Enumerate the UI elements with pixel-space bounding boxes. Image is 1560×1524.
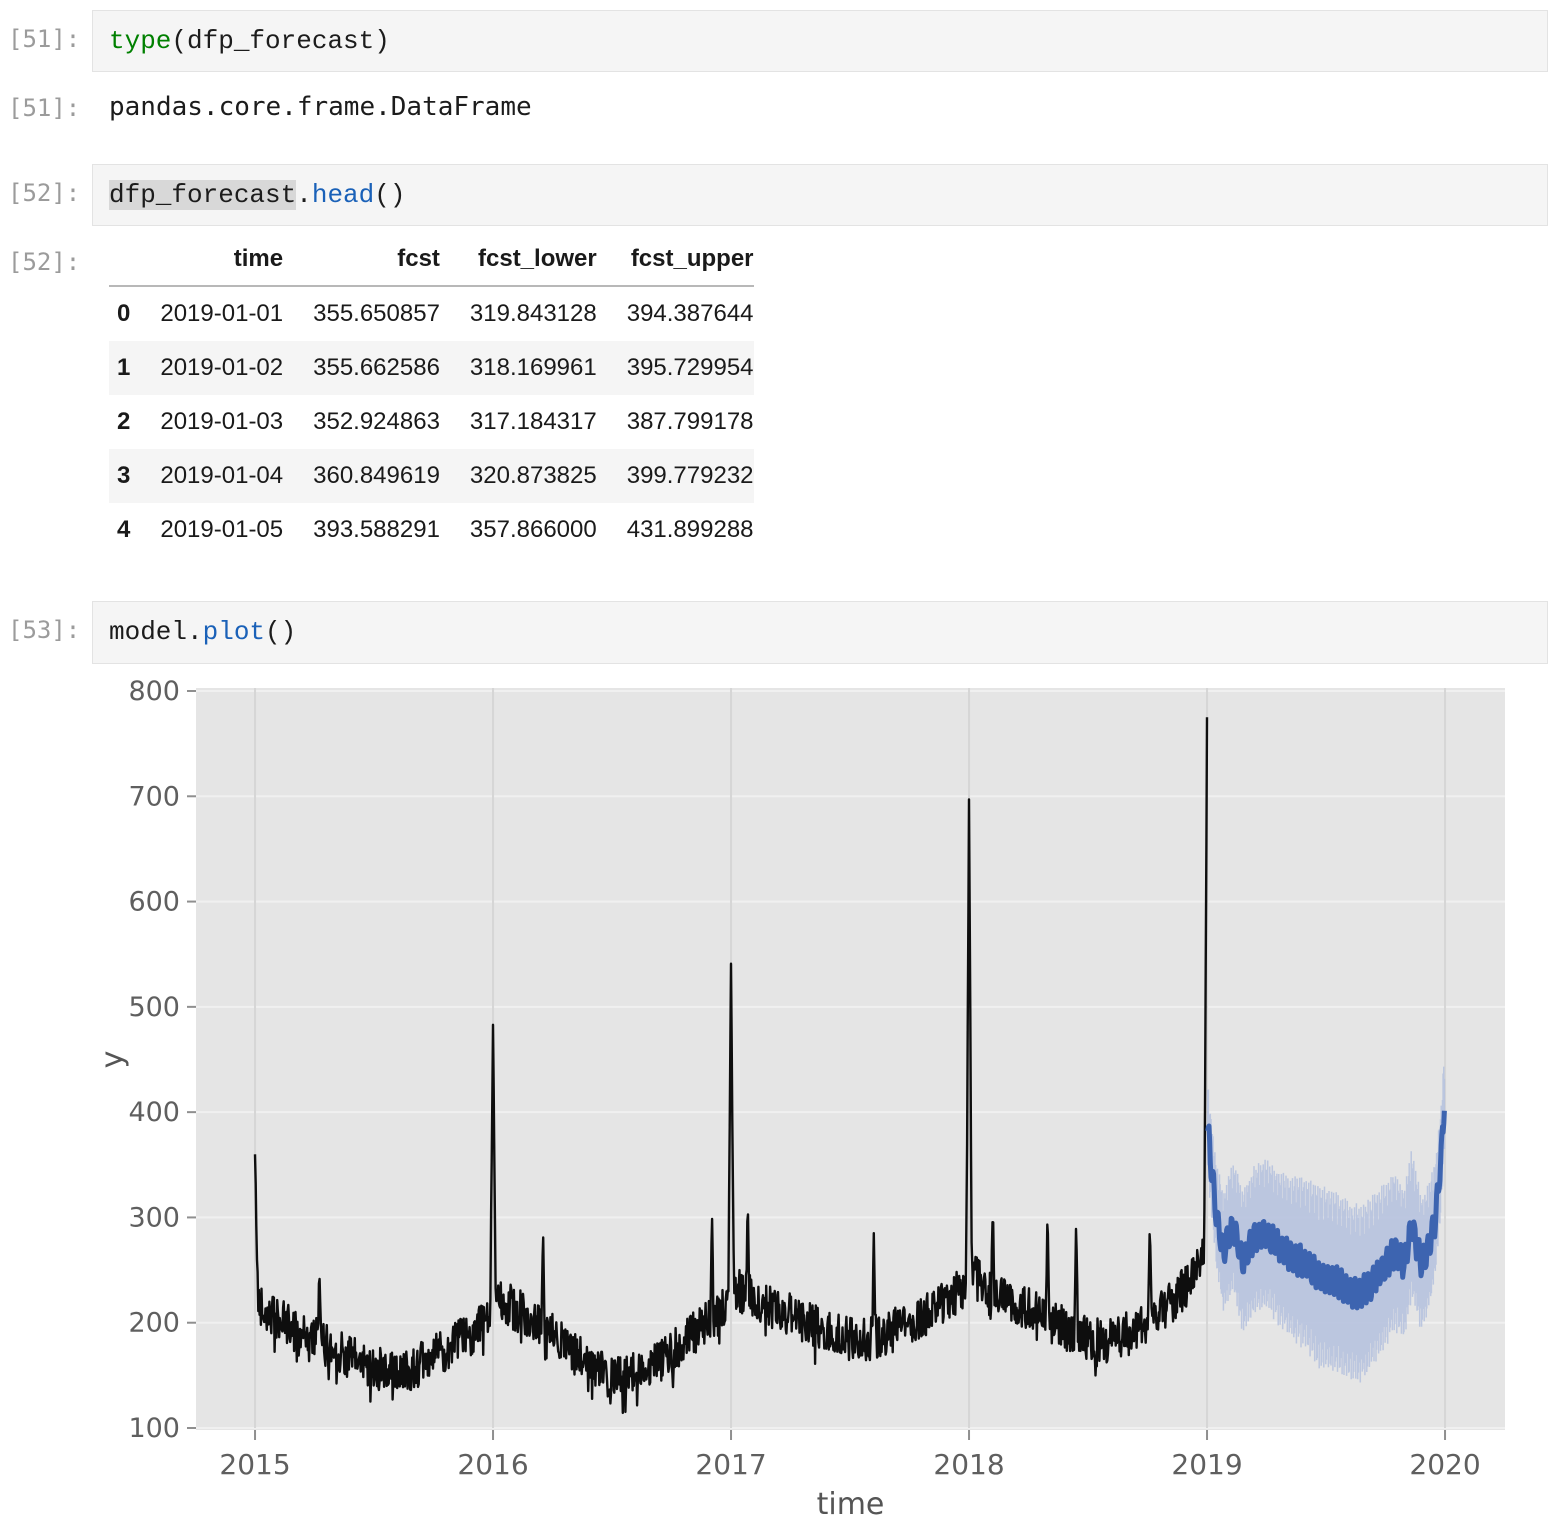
output-51: [51]: pandas.core.frame.DataFrame xyxy=(8,92,1554,122)
table-cell: 318.169961 xyxy=(469,354,597,382)
code-token: (dfp_forecast) xyxy=(171,26,390,56)
x-tick-label: 2020 xyxy=(1409,1448,1480,1481)
table-cell: 387.799178 xyxy=(626,408,754,436)
table-row: 1 2019-01-02 355.662586 318.169961 395.72995… xyxy=(109,341,754,396)
table-cell: 394.387644 xyxy=(626,300,754,328)
column-header: fcst_upper xyxy=(596,236,754,288)
column-header: fcst xyxy=(283,236,440,288)
y-tick-label: 700 xyxy=(128,781,180,812)
index-header xyxy=(109,236,131,288)
code-cell-52: [52]: dfp_forecast.head() xyxy=(8,164,1554,227)
table-cell: 2019-01-05 xyxy=(160,516,284,544)
notebook: [51]: type(dfp_forecast) [51]: pandas.co… xyxy=(8,10,1554,1524)
input-prompt-52: [52]: xyxy=(8,179,81,208)
row-index: 1 xyxy=(117,354,131,382)
table-cell: 352.924863 xyxy=(313,408,440,436)
row-index: 4 xyxy=(117,516,131,544)
forecast-series xyxy=(1205,1110,1447,1310)
code-token: model xyxy=(109,617,188,648)
y-tick-label: 100 xyxy=(128,1413,180,1444)
table-cell: 2019-01-02 xyxy=(160,354,284,382)
y-tick-label: 500 xyxy=(128,991,180,1022)
column-header: time xyxy=(130,236,284,288)
x-tick-label: 2016 xyxy=(457,1448,528,1481)
x-tick-label: 2017 xyxy=(695,1448,766,1481)
table-cell: 399.779232 xyxy=(626,462,754,490)
input-prompt-51: [51]: xyxy=(8,25,81,53)
column-header: fcst_lower xyxy=(439,236,597,288)
input-prompt-53: [53]: xyxy=(8,616,81,645)
table-row: 4 2019-01-05 393.588291 357.866000 431.89928… xyxy=(109,503,754,557)
table-cell: 357.866000 xyxy=(469,516,597,544)
row-index: 3 xyxy=(117,462,131,490)
y-tick-label: 600 xyxy=(128,886,180,917)
table-cell: 355.662586 xyxy=(313,354,440,382)
output-text-51: pandas.core.frame.DataFrame xyxy=(109,92,532,123)
code-input-51[interactable]: type(dfp_forecast) xyxy=(92,10,1548,73)
code-cell-53: [53]: model.plot() xyxy=(8,601,1554,664)
table-cell: 395.729954 xyxy=(626,354,754,382)
table-cell: 360.849619 xyxy=(313,462,440,490)
output-prompt-51: [51]: xyxy=(8,94,81,123)
code-line-52: dfp_forecast.head() xyxy=(109,180,406,211)
code-token: . xyxy=(187,617,203,648)
table-row: 3 2019-01-04 360.849619 320.873825 399.77923… xyxy=(109,449,754,504)
code-input-52[interactable]: dfp_forecast.head() xyxy=(92,164,1548,227)
x-tick-label: 2019 xyxy=(1171,1448,1242,1481)
code-token: dfp_forecast xyxy=(109,180,297,211)
y-tick-label: 200 xyxy=(128,1307,180,1338)
forecast-plot: 100 200 300 400 500 600 700 800 2015 2016 2017 2018… xyxy=(95,676,1505,1522)
x-tick-label: 2018 xyxy=(933,1448,1004,1481)
history-series xyxy=(253,716,1209,1414)
x-tick-label: 2015 xyxy=(219,1448,290,1481)
output-52: [52]: time fcst fcst_lower fcst_upper 0 2019-… xyxy=(8,236,1554,557)
x-axis-label: time xyxy=(817,1487,885,1522)
code-token: plot xyxy=(202,617,266,648)
code-token: () xyxy=(374,180,406,211)
code-cell-51: [51]: type(dfp_forecast) xyxy=(8,10,1554,73)
row-index: 0 xyxy=(117,300,131,328)
code-line-53: model.plot() xyxy=(109,617,296,647)
code-input-53[interactable]: model.plot() xyxy=(92,601,1548,664)
dataframe-table: time fcst fcst_lower fcst_upper 0 2019-01-01 3… xyxy=(109,236,754,557)
code-token: type xyxy=(109,26,172,56)
table-cell: 2019-01-01 xyxy=(160,300,284,328)
table-cell: 2019-01-03 xyxy=(160,408,284,436)
table-cell: 355.650857 xyxy=(313,300,440,328)
table-cell: 319.843128 xyxy=(469,300,597,328)
code-line-51: type(dfp_forecast) xyxy=(109,26,390,56)
table-cell: 393.588291 xyxy=(313,516,440,544)
y-tick-label: 400 xyxy=(128,1097,180,1128)
dataframe-output: time fcst fcst_lower fcst_upper 0 2019-01-01 3… xyxy=(92,236,1554,557)
code-token: head xyxy=(311,180,375,211)
code-token: . xyxy=(296,180,312,211)
table-cell: 317.184317 xyxy=(469,408,597,436)
table-cell: 320.873825 xyxy=(469,462,597,490)
table-cell: 431.899288 xyxy=(626,516,754,544)
code-token: () xyxy=(265,617,297,648)
table-cell: 2019-01-04 xyxy=(160,462,284,490)
y-tick-label: 300 xyxy=(128,1202,180,1233)
table-row: 0 2019-01-01 355.650857 319.843128 394.38764… xyxy=(109,286,754,341)
table-row: 2 2019-01-03 352.924863 317.184317 387.79917… xyxy=(109,395,754,449)
y-axis-label: y xyxy=(100,1050,130,1068)
row-index: 2 xyxy=(117,408,131,436)
figure-output: 100 200 300 400 500 600 700 800 2015 2016 2017 2018… xyxy=(95,676,1554,1524)
output-prompt-52: [52]: xyxy=(8,248,81,277)
y-tick-label: 800 xyxy=(128,676,180,707)
